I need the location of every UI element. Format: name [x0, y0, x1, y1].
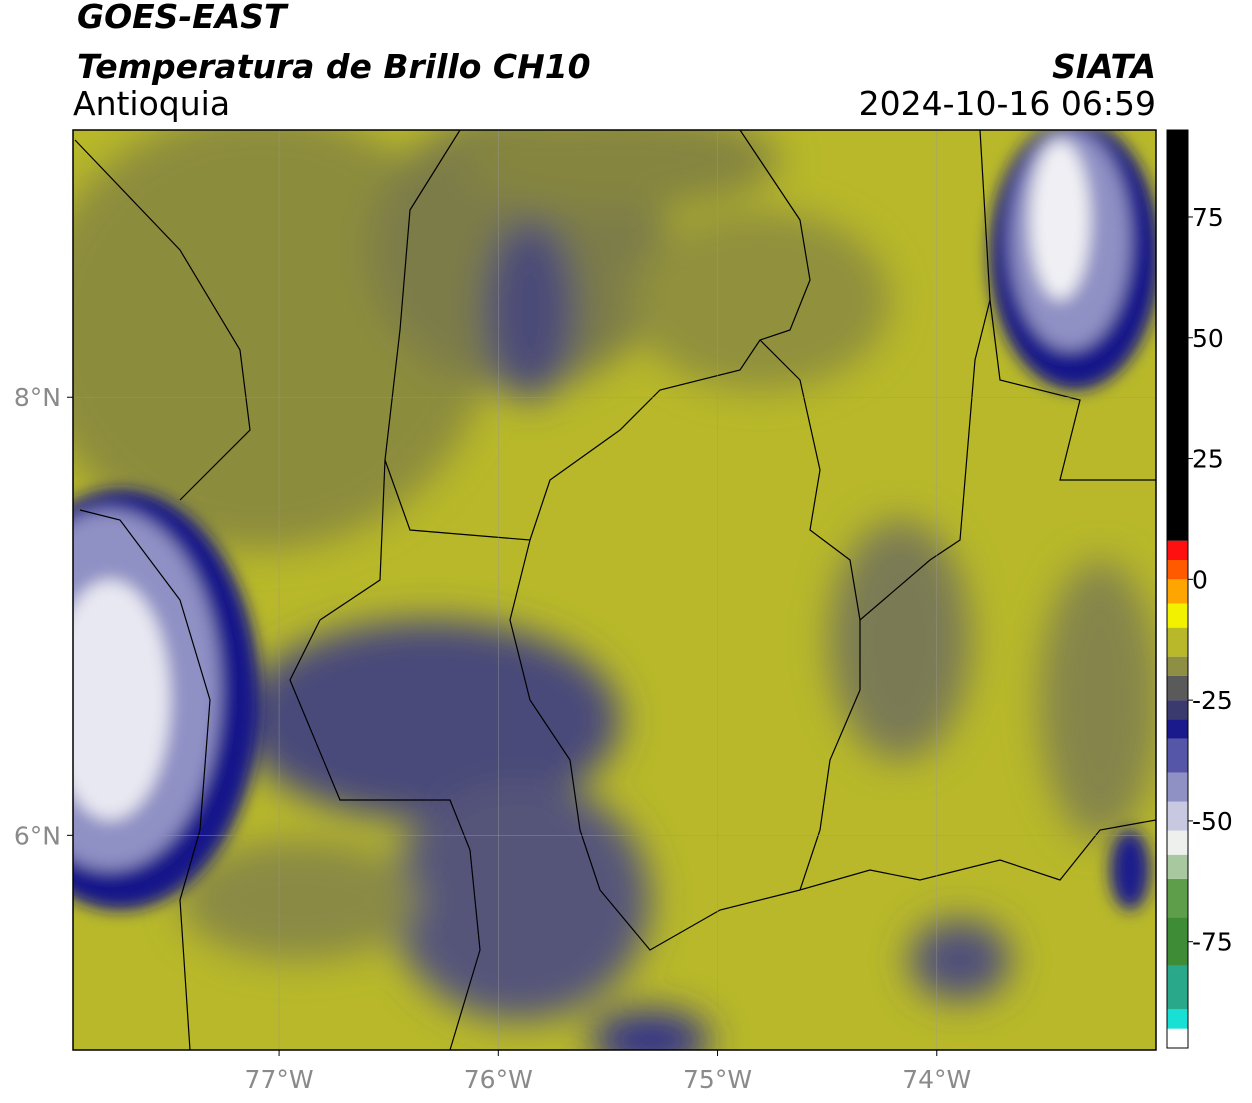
- colorbar-band: [1167, 656, 1188, 676]
- colorbar-band: [1167, 772, 1188, 802]
- colorbar-tick-label: -25: [1192, 686, 1233, 715]
- region: Antioquia: [73, 84, 230, 123]
- colorbar-band: [1167, 130, 1188, 541]
- lon-tick-label: 77°W: [245, 1065, 314, 1094]
- colorbar-band: [1167, 603, 1188, 628]
- lat-tick-label: 8°N: [14, 383, 61, 412]
- satellite-image: [73, 130, 1156, 1050]
- colorbar-band: [1167, 917, 1188, 966]
- colorbar-band: [1167, 830, 1188, 855]
- colorbar: 75 50 25 0 -25 -50 -75: [1167, 130, 1233, 1048]
- lat-tick-label: 6°N: [14, 821, 61, 850]
- colorbar-band: [1167, 1028, 1188, 1048]
- colorbar-tick-label: 50: [1192, 324, 1224, 353]
- colorbar-band: [1167, 675, 1188, 701]
- colorbar-band: [1167, 854, 1188, 879]
- colorbar-band: [1167, 627, 1188, 657]
- colorbar-band: [1167, 801, 1188, 831]
- colorbar-band: [1167, 878, 1188, 918]
- colorbar-tick-label: -50: [1192, 807, 1233, 836]
- colorbar-band: [1167, 719, 1188, 739]
- lon-tick-label: 74°W: [902, 1065, 971, 1094]
- datetime: 2024-10-16 06:59: [859, 84, 1156, 123]
- colorbar-band: [1167, 700, 1188, 720]
- colorbar-band: [1167, 738, 1188, 773]
- source: SIATA: [1052, 47, 1156, 86]
- map-frame: [72, 129, 1157, 1051]
- colorbar-tick-label: 0: [1192, 565, 1208, 594]
- colorbar-band: [1167, 579, 1188, 604]
- title: GOES-EAST: [77, 0, 289, 36]
- colorbar-tick-label: 25: [1192, 445, 1224, 474]
- colorbar-band: [1167, 540, 1188, 561]
- colorbar-band: [1167, 560, 1188, 580]
- colorbar-tick-label: 75: [1192, 203, 1224, 232]
- subtitle: Temperatura de Brillo CH10: [77, 47, 591, 86]
- colorbar-band: [1167, 1009, 1188, 1029]
- lon-tick-label: 75°W: [683, 1065, 752, 1094]
- colorbar-frame: [1166, 129, 1189, 1049]
- colorbar-tick-label: -75: [1192, 928, 1233, 957]
- graticule: 77°W 76°W 75°W 74°W 8°N 6°N: [14, 130, 1156, 1094]
- colorbar-band: [1167, 965, 1188, 1010]
- lon-tick-label: 76°W: [464, 1065, 533, 1094]
